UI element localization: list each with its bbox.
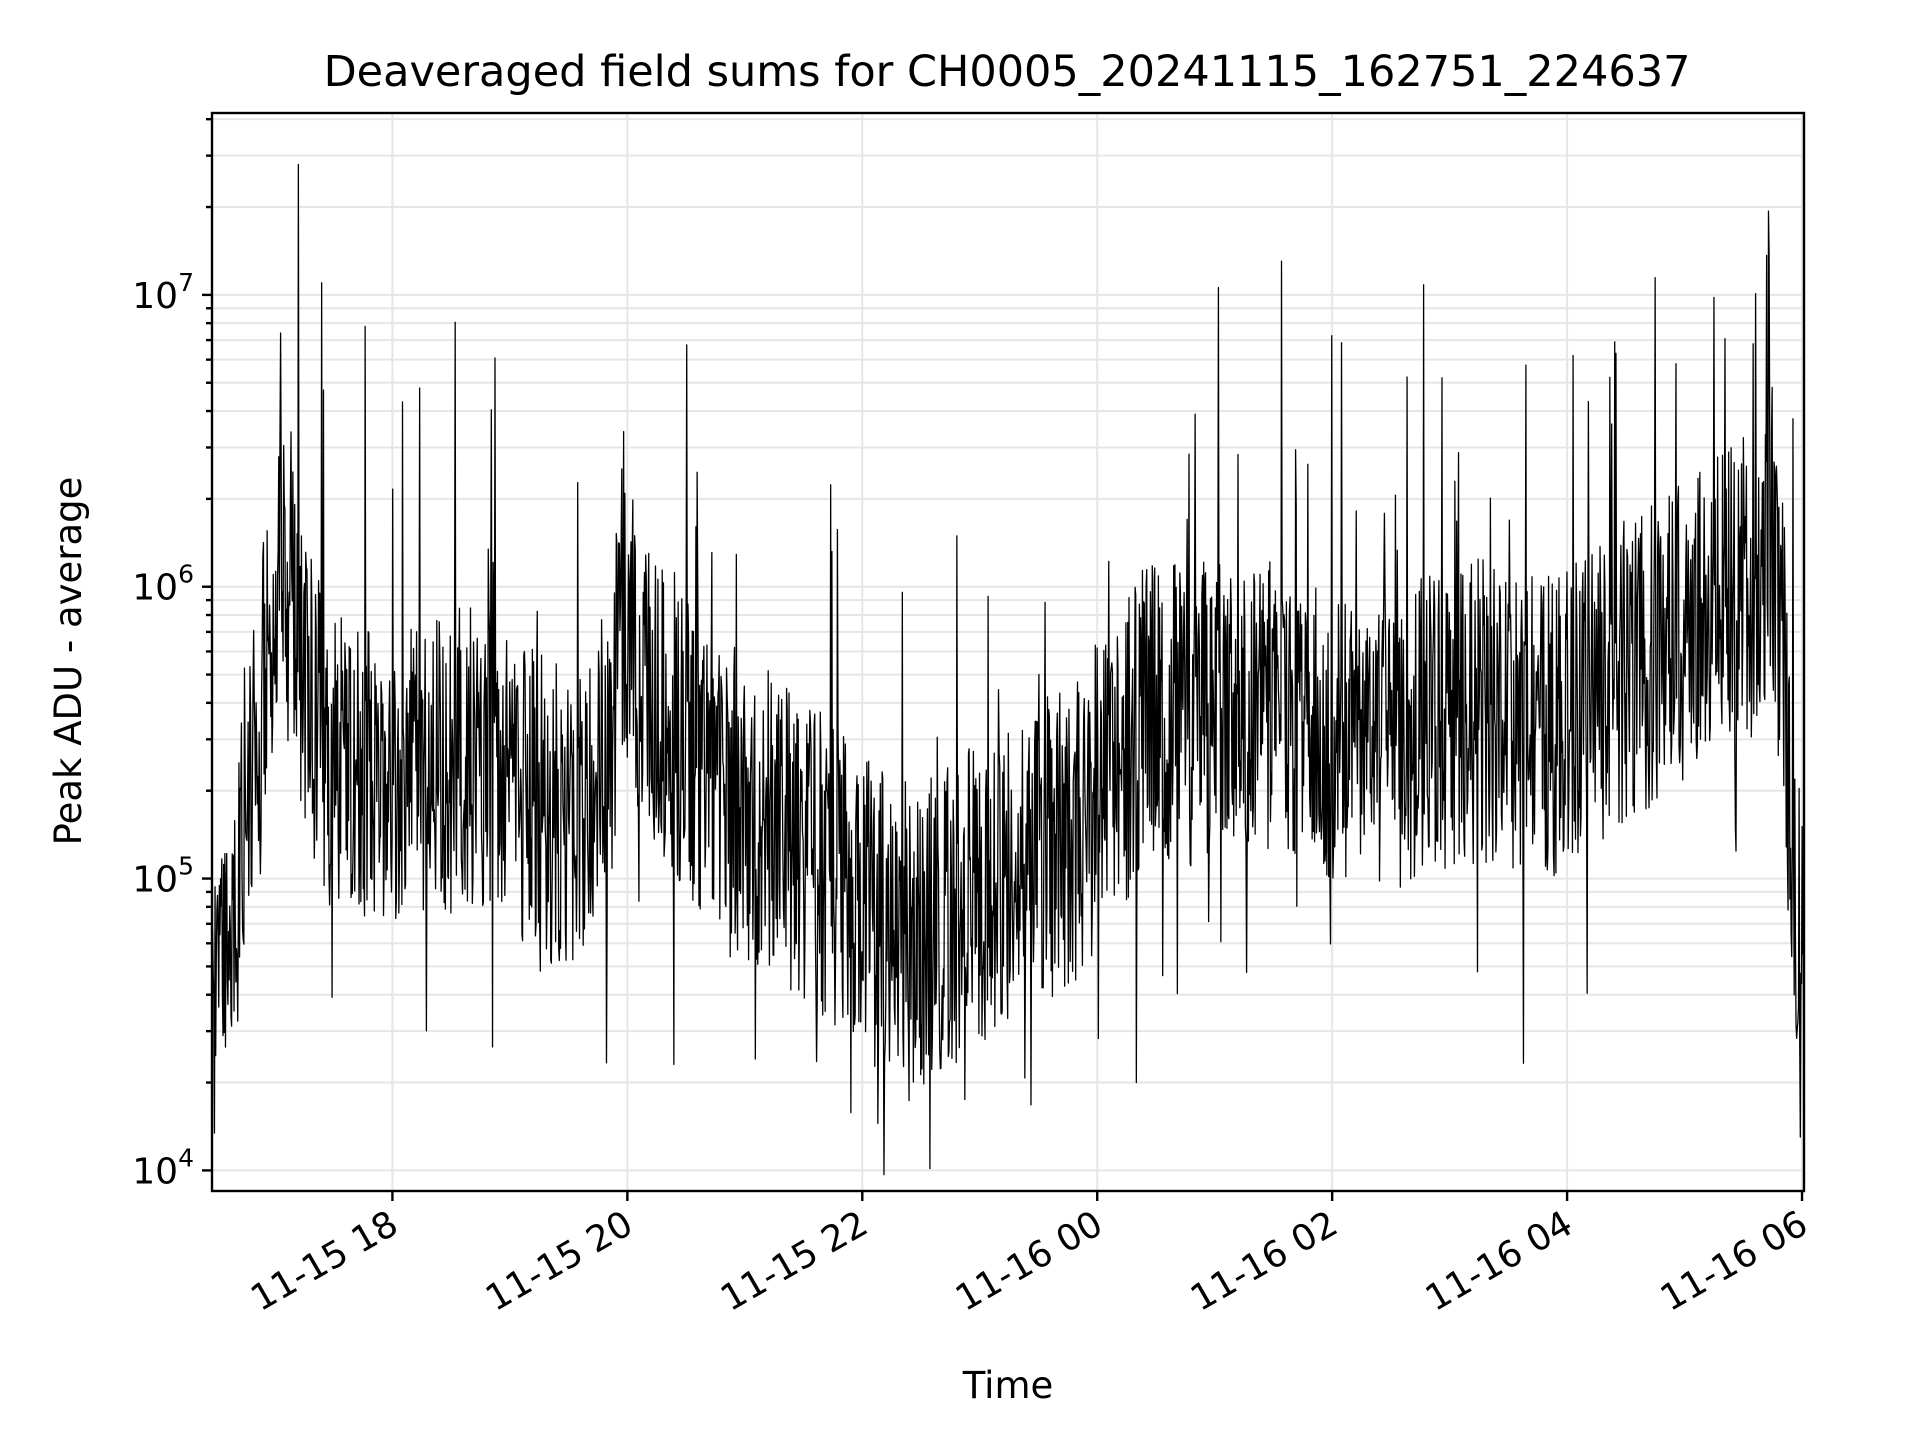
x-axis-label: Time: [962, 1364, 1054, 1407]
y-tick-label: 105: [132, 852, 194, 901]
x-tick-label: 11-16 06: [1654, 1203, 1815, 1319]
y-axis-label: Peak ADU - average: [47, 477, 90, 846]
x-tick-label: 11-15 22: [714, 1203, 875, 1319]
y-tick-label: 104: [132, 1143, 194, 1192]
x-tick-label: 11-15 20: [479, 1203, 640, 1319]
y-tick-label: 106: [132, 560, 194, 609]
x-tick-label: 11-16 02: [1184, 1203, 1345, 1319]
x-tick-label: 11-16 04: [1419, 1203, 1580, 1319]
chart-title: Deaveraged field sums for CH0005_2024111…: [324, 47, 1691, 97]
x-tick-label: 11-15 18: [244, 1203, 405, 1319]
y-tick-label: 107: [132, 268, 194, 317]
series-line: [211, 163, 1805, 1176]
plot-area: [211, 163, 1805, 1176]
x-tick-label: 11-16 00: [949, 1203, 1110, 1319]
